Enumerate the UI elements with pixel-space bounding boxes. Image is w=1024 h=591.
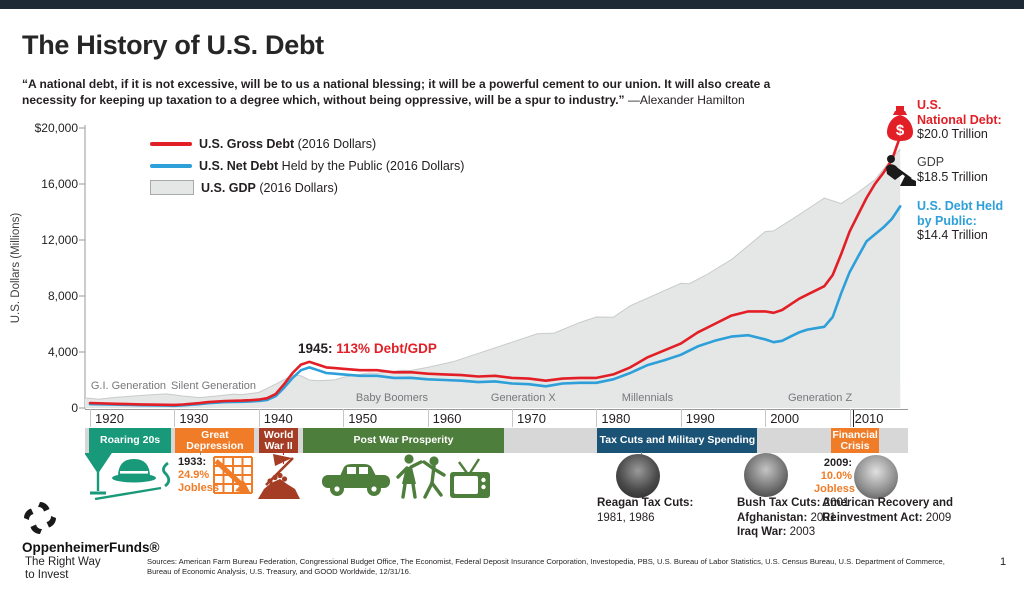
- hamilton-quote: “A national debt, if it is not excessive…: [22, 76, 862, 108]
- callout-debt-held-by-public: U.S. Debt Held by Public: $14.4 Trillion: [917, 199, 1004, 242]
- cigarette-holder-icon: [94, 461, 171, 500]
- era-band-tax-cuts-and-military-spending: Tax Cuts and Military Spending: [597, 428, 758, 453]
- legend-label: U.S. GDP (2016 Dollars): [201, 180, 338, 195]
- decade-separator: [512, 409, 513, 427]
- top-accent-bar: [0, 0, 1024, 9]
- legend-item-gdp: U.S. GDP (2016 Dollars): [150, 180, 338, 195]
- quote-line-2: necessity for keeping up taxation to a d…: [22, 93, 625, 107]
- brand-name: OppenheimerFunds®: [22, 540, 160, 555]
- declining-chart-icon: [213, 456, 253, 494]
- callout-national-debt: U.S. National Debt: $20.0 Trillion: [917, 98, 1002, 141]
- brand-tagline: The Right Way to Invest: [25, 556, 101, 581]
- legend-item-gross-debt: U.S. Gross Debt (2016 Dollars): [150, 137, 376, 151]
- vintage-car-icon: [322, 464, 390, 496]
- y-tick-label: 4,000: [47, 345, 78, 359]
- decade-label: 1970: [517, 411, 546, 426]
- bush-portrait: [744, 453, 788, 497]
- legend-item-net-debt: U.S. Net Debt Held by the Public (2016 D…: [150, 159, 464, 173]
- quote-attribution: —Alexander Hamilton: [624, 93, 745, 107]
- gross-debt-line: [88, 135, 902, 407]
- net-debt-line-swatch: [150, 164, 192, 168]
- decade-separator: [765, 409, 767, 427]
- decade-separator: [258, 409, 260, 427]
- bush-events-caption: Bush Tax Cuts: 2001 Afghanistan: 2001 Ir…: [737, 497, 850, 538]
- y-tick-label: 0: [71, 401, 78, 415]
- oppenheimer-pinwheel-logo: [24, 502, 56, 534]
- y-tick-label: $20,000: [34, 121, 78, 135]
- gdp-area-swatch: [150, 180, 194, 195]
- obama-portrait: [854, 455, 898, 499]
- dancers-icon: [396, 454, 446, 499]
- decade-label: 2000: [770, 411, 800, 426]
- money-bag-icon: $: [887, 106, 913, 141]
- era-band-roaring-20s: Roaring 20s: [89, 428, 171, 453]
- generation-label: G.I. Generation: [90, 380, 167, 392]
- bowler-hat-icon: [112, 459, 156, 483]
- generation-label: Generation X: [490, 392, 556, 404]
- generation-label: Silent Generation: [171, 380, 257, 392]
- jobless-1933-label: 1933: 24.9% Jobless: [178, 456, 219, 494]
- decade-separator: [849, 409, 851, 427]
- decade-label: 1980: [601, 411, 631, 426]
- recovery-act-caption: American Recovery and Reinvestment Act: …: [822, 497, 954, 524]
- roaring-20s-icons: [85, 453, 171, 500]
- iwo-jima-flag-icon: [258, 454, 300, 499]
- legend-label: U.S. Net Debt Held by the Public (2016 D…: [199, 159, 465, 173]
- annotation-1945-debt-gdp: 1945: 113% Debt/GDP: [298, 341, 437, 356]
- y-tick-label: 16,000: [41, 177, 78, 191]
- svg-text:$: $: [896, 122, 905, 139]
- generation-label: Baby Boomers: [355, 392, 429, 404]
- decade-label: 1990: [685, 411, 715, 426]
- decade-label: 1950: [348, 411, 378, 426]
- page-number: 1: [1000, 556, 1007, 568]
- television-icon: [450, 458, 490, 498]
- callout-gdp: GDP $18.5 Trillion: [917, 155, 988, 184]
- decade-label: 1960: [432, 411, 462, 426]
- decade-separator: [90, 409, 91, 427]
- quote-line-1: “A national debt, if it is not excessive…: [22, 77, 771, 91]
- gdp-area-edge: [85, 148, 901, 400]
- decade-separator: [596, 409, 598, 427]
- sources-note: Sources: American Farm Bureau Federation…: [147, 557, 945, 576]
- generation-label: Generation Z: [787, 392, 853, 404]
- decade-label: 2010: [854, 411, 884, 426]
- martini-icon: [85, 453, 112, 495]
- gross-debt-line-swatch: [150, 142, 192, 146]
- timeline-connector: [853, 410, 854, 427]
- decade-label: 1940: [263, 411, 293, 426]
- era-band-great-depression: Great Depression: [175, 428, 255, 453]
- decade-label: 1930: [179, 411, 209, 426]
- gdp-area: [85, 149, 901, 408]
- decade-separator: [680, 409, 682, 427]
- era-band-world-war-ii: World War II: [258, 428, 299, 453]
- reagan-portrait: [616, 454, 660, 498]
- era-band-financial-crisis: Financial Crisis: [831, 428, 879, 453]
- decade-label: 1920: [95, 411, 124, 426]
- decade-separator: [427, 409, 429, 427]
- generation-label: Millennials: [621, 392, 674, 404]
- reagan-tax-cuts-caption: Reagan Tax Cuts: 1981, 1986: [597, 497, 694, 524]
- digging-worker-icon: [886, 155, 916, 186]
- decade-separator: [343, 409, 345, 427]
- era-band-post-war-prosperity: Post War Prosperity: [302, 428, 505, 453]
- y-tick-label: 8,000: [47, 289, 78, 303]
- x-axis-rule: [85, 409, 908, 410]
- decade-separator: [174, 409, 176, 427]
- page-title: The History of U.S. Debt: [22, 30, 324, 60]
- y-tick-label: 12,000: [41, 233, 78, 247]
- timeline-connector: [200, 452, 201, 461]
- jobless-2009-label: 2009: 10.0% Jobless: [814, 457, 855, 495]
- legend-label: U.S. Gross Debt (2016 Dollars): [199, 137, 377, 151]
